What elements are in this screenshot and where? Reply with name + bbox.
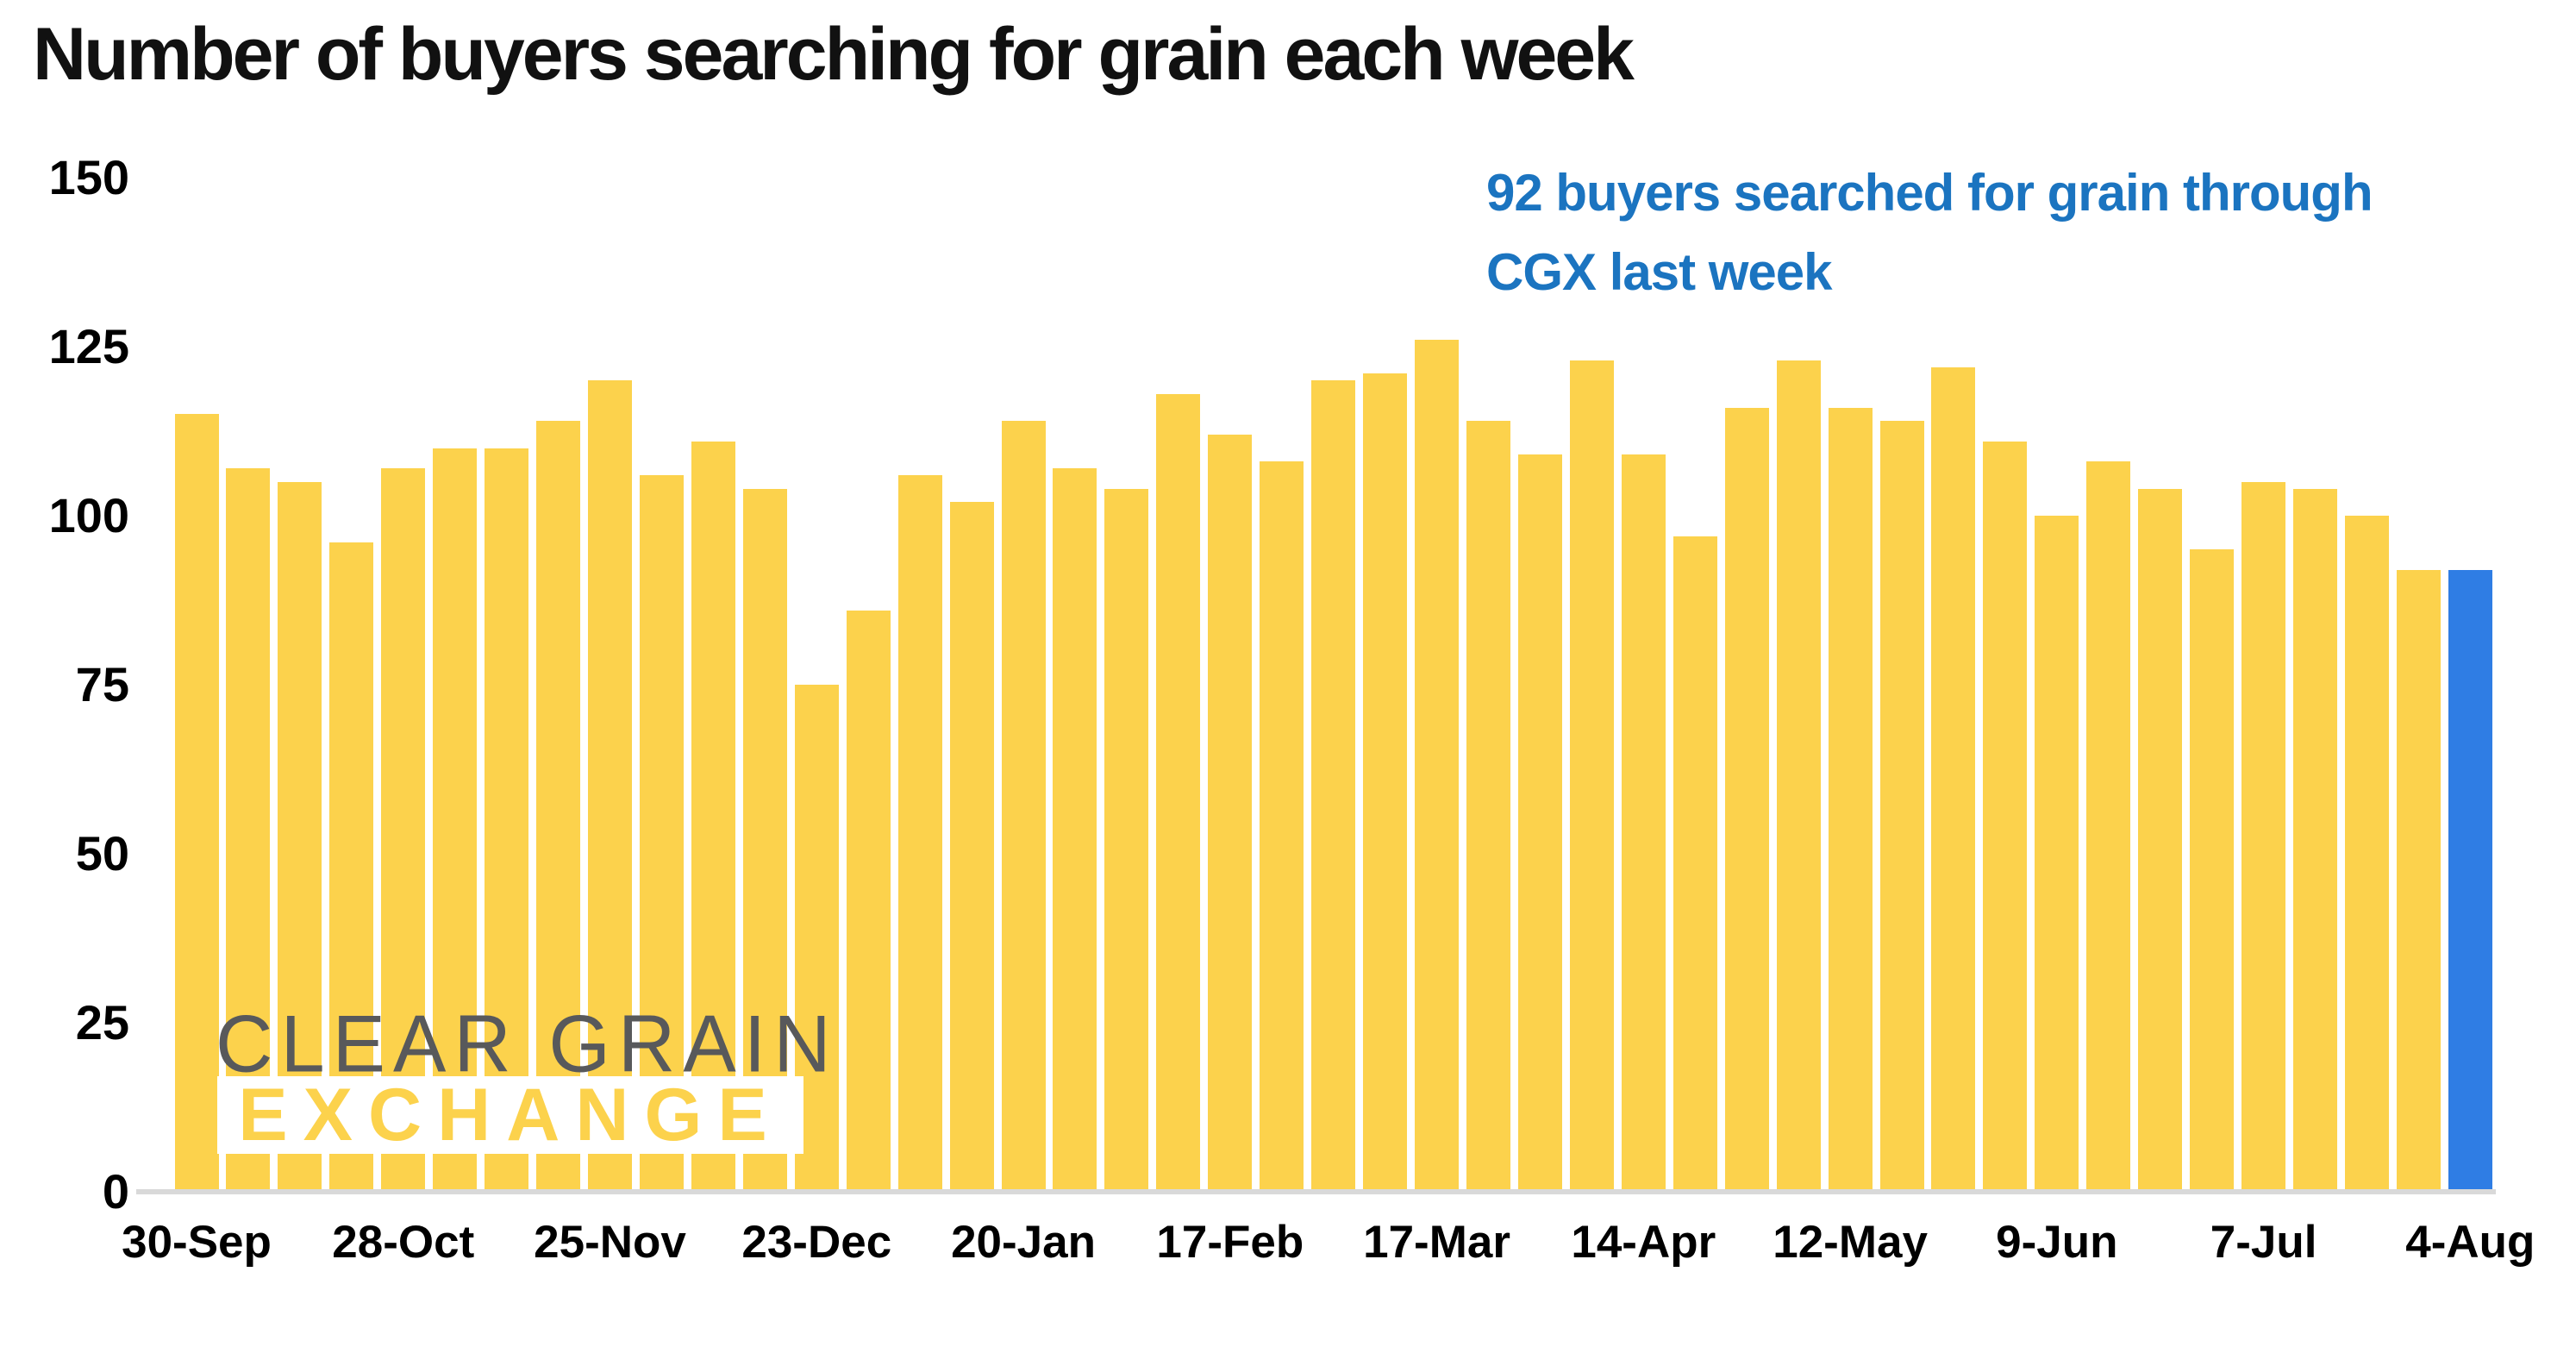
bar bbox=[1776, 360, 1821, 1192]
x-tick-label: 28-Oct bbox=[332, 1217, 475, 1268]
y-tick-label: 25 bbox=[75, 995, 129, 1049]
x-tick-label: 30-Sep bbox=[122, 1217, 272, 1268]
watermark-exchange: EXCHANGE bbox=[238, 1073, 783, 1156]
bar bbox=[278, 481, 322, 1192]
bar bbox=[1156, 393, 1201, 1192]
bar bbox=[381, 468, 426, 1192]
bar bbox=[897, 474, 942, 1192]
bar bbox=[1001, 421, 1046, 1192]
x-tick-label: 14-Apr bbox=[1571, 1217, 1716, 1268]
x-tick-label: 20-Jan bbox=[951, 1217, 1096, 1268]
x-tick-label: 7-Jul bbox=[2210, 1217, 2317, 1268]
bar bbox=[1931, 367, 1976, 1192]
annotation-line-1: 92 buyers searched for grain through bbox=[1486, 164, 2373, 222]
y-tick-label: 100 bbox=[48, 488, 129, 542]
x-tick-label: 23-Dec bbox=[741, 1217, 892, 1268]
bar bbox=[2241, 481, 2286, 1192]
y-tick-label: 150 bbox=[48, 150, 129, 204]
y-tick-label: 125 bbox=[48, 319, 129, 373]
bar bbox=[2190, 549, 2235, 1192]
bar bbox=[1311, 380, 1356, 1192]
bar bbox=[949, 502, 994, 1192]
bar bbox=[1208, 434, 1253, 1192]
bar bbox=[1828, 407, 1873, 1192]
bar bbox=[2344, 516, 2389, 1192]
x-axis-line bbox=[136, 1189, 2496, 1194]
y-tick-label: 50 bbox=[75, 826, 129, 880]
bar bbox=[846, 610, 891, 1192]
bar bbox=[536, 421, 581, 1192]
x-tick-label: 9-Jun bbox=[1996, 1217, 2118, 1268]
chart-title: Number of buyers searching for grain eac… bbox=[33, 13, 1635, 96]
bar bbox=[2396, 569, 2441, 1192]
x-tick-label: 17-Feb bbox=[1156, 1217, 1304, 1268]
bar bbox=[1673, 536, 1717, 1192]
x-tick-label: 25-Nov bbox=[534, 1217, 686, 1268]
bar bbox=[1983, 441, 2028, 1192]
y-tick-label: 0 bbox=[102, 1164, 129, 1219]
x-tick-label: 17-Mar bbox=[1363, 1217, 1510, 1268]
bar bbox=[1415, 340, 1460, 1192]
bar-highlighted bbox=[2448, 569, 2492, 1192]
bar bbox=[2293, 488, 2338, 1192]
bar bbox=[1879, 421, 1924, 1192]
bar bbox=[639, 474, 684, 1192]
annotation-line-2: CGX last week bbox=[1486, 243, 1833, 301]
bar bbox=[1363, 373, 1408, 1192]
bar bbox=[1053, 468, 1097, 1192]
x-tick-label: 4-Aug bbox=[2405, 1217, 2535, 1268]
watermark-clear-grain: CLEAR GRAIN bbox=[216, 999, 839, 1090]
bar bbox=[1569, 360, 1614, 1192]
y-tick-label: 75 bbox=[75, 657, 129, 711]
bar bbox=[1466, 421, 1510, 1192]
bar bbox=[691, 441, 735, 1192]
bar bbox=[433, 448, 478, 1192]
bar bbox=[1724, 407, 1769, 1192]
bar bbox=[1517, 454, 1562, 1192]
bar bbox=[1260, 461, 1304, 1192]
bar bbox=[1104, 488, 1149, 1192]
bar bbox=[2138, 488, 2183, 1192]
watermark-band: EXCHANGE bbox=[217, 1074, 803, 1156]
bar bbox=[588, 380, 633, 1192]
bar bbox=[226, 468, 271, 1192]
x-tick-label: 12-May bbox=[1773, 1217, 1928, 1268]
bar bbox=[1621, 454, 1666, 1192]
bar bbox=[485, 448, 529, 1192]
bar bbox=[742, 488, 787, 1192]
bar bbox=[2086, 461, 2131, 1192]
bar bbox=[2035, 516, 2079, 1192]
annotation-callout: 92 buyers searched for grain through CGX… bbox=[1486, 153, 2573, 312]
bar bbox=[174, 414, 219, 1192]
